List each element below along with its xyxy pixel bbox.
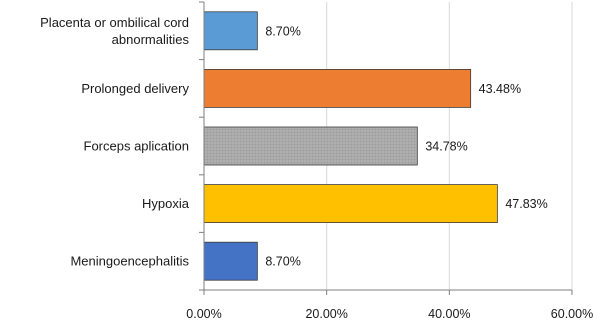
bar	[203, 11, 258, 51]
data-label: 47.83%	[505, 197, 547, 211]
data-label: 8.70%	[265, 255, 300, 269]
x-tick-label: 40.00%	[428, 307, 470, 321]
category-label: Hypoxia	[142, 196, 190, 211]
category-label: Forceps aplication	[84, 139, 190, 154]
data-label: 8.70%	[265, 24, 300, 38]
category-label: Prolonged delivery	[81, 81, 189, 96]
bar	[203, 184, 498, 224]
data-label: 43.48%	[479, 82, 521, 96]
bar	[203, 126, 418, 166]
x-tick-label: 60.00%	[551, 307, 593, 321]
bar	[203, 241, 258, 281]
x-tick-label: 0.00%	[186, 307, 221, 321]
x-tick-label: 20.00%	[305, 307, 347, 321]
axes	[199, 1, 573, 295]
category-label: Meningoencephalitis	[70, 254, 189, 269]
data-label: 34.78%	[425, 140, 467, 154]
labels: 8.70% Placenta or ombilical cord abnormali…	[40, 15, 593, 321]
category-label: abnormalities	[112, 32, 190, 47]
category-label: Placenta or ombilical cord	[40, 15, 189, 30]
bar	[203, 69, 472, 108]
bars	[203, 11, 498, 281]
